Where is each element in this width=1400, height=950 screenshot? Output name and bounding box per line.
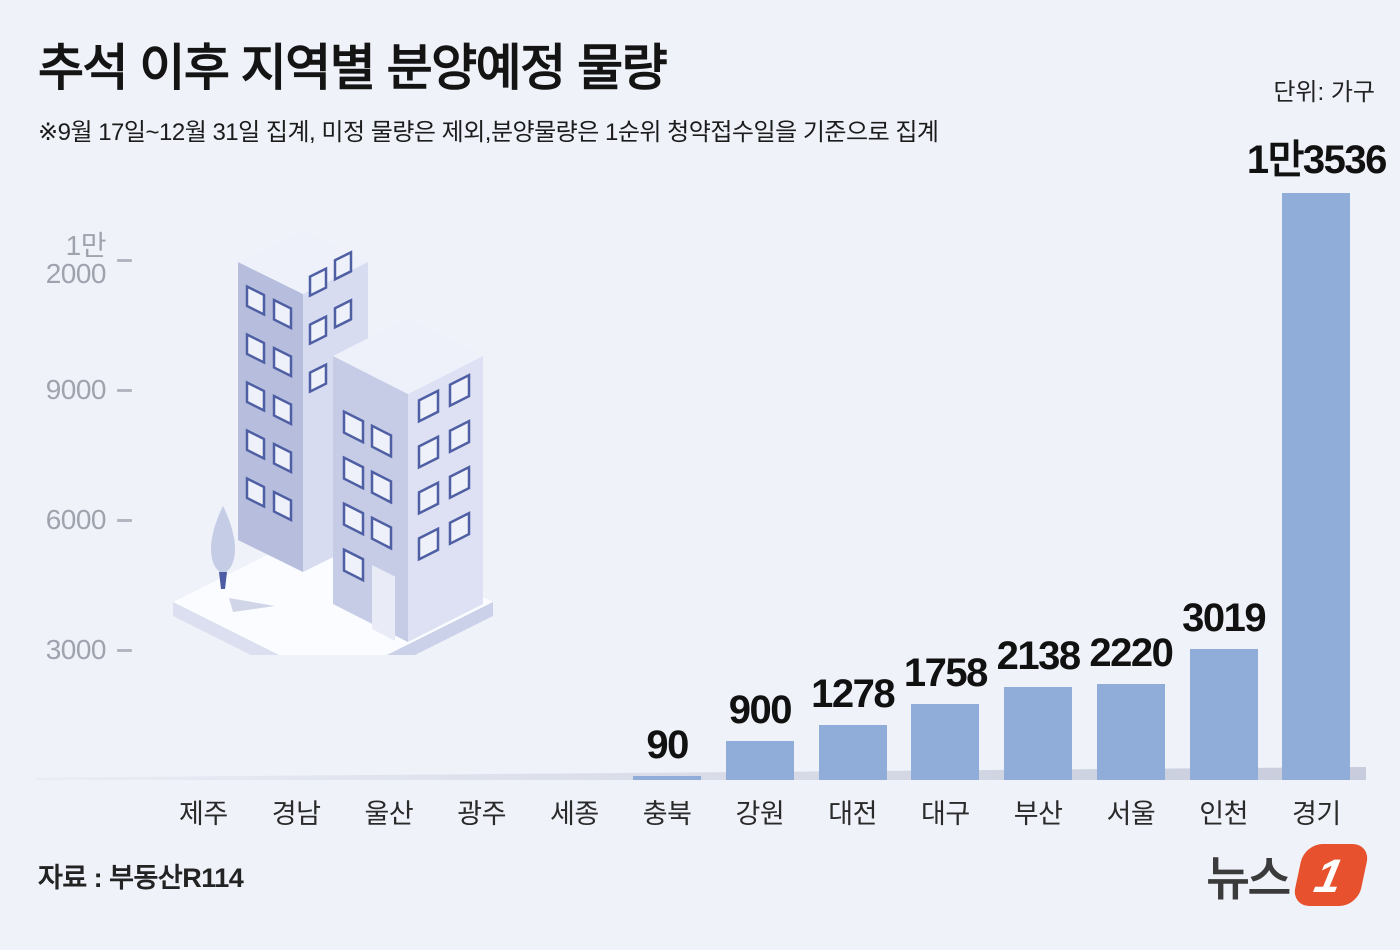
bar-category-label: 서울 (1106, 799, 1156, 829)
bar (1189, 649, 1258, 780)
building-illustration (173, 230, 493, 655)
bar (1282, 193, 1351, 780)
y-tick-9000: 9000 (28, 376, 132, 404)
bar (725, 741, 794, 780)
bar-category-label: 경기 (1292, 799, 1341, 829)
bar (911, 704, 980, 780)
bar (818, 725, 887, 780)
page-title: 추석 이후 지역별 분양예정 물량 (38, 40, 668, 96)
windows-right-tower (342, 373, 471, 583)
bar-category-label: 강원 (735, 799, 785, 829)
y-tick-label: 9000 (45, 374, 107, 405)
chart-note: ※9월 17일~12월 31일 집계, 미정 물량은 제외,분양물량은 1순위 … (38, 119, 939, 146)
y-tick-12000: 1만 2000 (28, 232, 132, 288)
y-tick-mark (117, 258, 132, 262)
logo-numeral: 1 (1310, 848, 1348, 901)
y-tick-6000: 6000 (28, 506, 132, 534)
y-tick-mark (117, 518, 132, 522)
y-tick-3000: 3000 (28, 636, 132, 664)
news1-logo: 뉴스 1 (1206, 840, 1371, 909)
logo-text: 뉴스 (1206, 852, 1291, 905)
bar-category-label: 세종 (550, 799, 599, 829)
bar-category-label: 대구 (921, 799, 970, 829)
y-tick-mark (117, 648, 132, 652)
bar-category-label: 부산 (1013, 799, 1063, 829)
y-tick-label: 1만 2000 (45, 230, 107, 289)
tree-icon (211, 506, 235, 574)
bar-value-label: 2138 (996, 634, 1081, 678)
bar-value-label: 90 (646, 723, 689, 767)
bar-category-label: 울산 (364, 799, 414, 829)
y-tick-mark (117, 388, 132, 392)
unit-label: 단위: 가구 (1273, 79, 1375, 106)
bar-category-label: 충북 (642, 799, 692, 829)
bar (1004, 687, 1073, 780)
bar-value-label: 3019 (1182, 596, 1266, 640)
bar-value-label: 1758 (903, 651, 988, 695)
bar-value-label: 1만3536 (1246, 138, 1388, 182)
bar-category-label: 경남 (271, 799, 321, 829)
bar-value-label: 2220 (1089, 631, 1173, 675)
bar-category-label: 인천 (1199, 799, 1248, 829)
source-label: 자료 : 부동산R114 (38, 863, 244, 893)
bar-category-label: 대전 (828, 799, 877, 829)
bar (633, 776, 702, 780)
windows-left-tower (245, 250, 353, 523)
bar-category-label: 광주 (457, 799, 506, 829)
y-tick-label: 3000 (45, 634, 107, 665)
logo-one-badge: 1 (1291, 843, 1371, 906)
bar (1096, 684, 1165, 780)
bar-value-label: 1278 (811, 672, 895, 716)
y-tick-label: 6000 (45, 504, 107, 535)
bar-value-label: 900 (728, 688, 793, 732)
bar-category-label: 제주 (179, 799, 228, 829)
